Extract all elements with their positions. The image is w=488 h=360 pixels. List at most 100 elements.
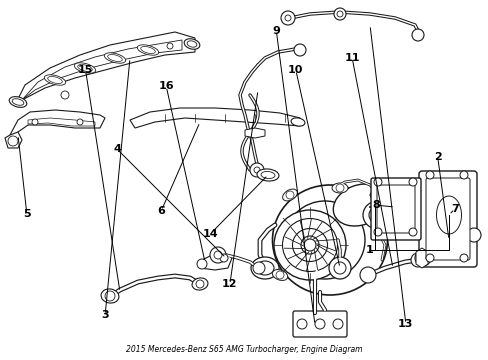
Circle shape <box>285 191 293 199</box>
Polygon shape <box>28 118 95 126</box>
Ellipse shape <box>333 184 386 226</box>
Circle shape <box>328 257 350 279</box>
Circle shape <box>220 254 227 262</box>
Text: 2: 2 <box>433 152 441 162</box>
Circle shape <box>32 119 38 125</box>
Ellipse shape <box>272 185 386 295</box>
Text: 8: 8 <box>372 200 380 210</box>
Text: 11: 11 <box>344 53 359 63</box>
Ellipse shape <box>261 171 274 179</box>
Ellipse shape <box>137 45 159 55</box>
Circle shape <box>209 247 225 263</box>
Polygon shape <box>5 132 22 148</box>
Text: 3: 3 <box>101 310 109 320</box>
Polygon shape <box>369 185 399 205</box>
Ellipse shape <box>368 207 386 224</box>
Ellipse shape <box>187 41 197 47</box>
Ellipse shape <box>74 63 96 73</box>
Polygon shape <box>22 40 182 100</box>
Ellipse shape <box>141 46 155 54</box>
Circle shape <box>333 8 346 20</box>
Circle shape <box>408 178 416 186</box>
Text: 13: 13 <box>397 319 413 329</box>
Polygon shape <box>415 248 427 268</box>
Text: 9: 9 <box>272 26 280 36</box>
Circle shape <box>314 319 325 329</box>
Ellipse shape <box>292 229 327 261</box>
Circle shape <box>196 280 203 288</box>
Circle shape <box>332 319 342 329</box>
Circle shape <box>214 251 222 259</box>
Circle shape <box>8 136 18 146</box>
Circle shape <box>373 178 381 186</box>
Circle shape <box>425 254 433 262</box>
Polygon shape <box>10 110 105 140</box>
Ellipse shape <box>272 270 287 280</box>
Circle shape <box>411 29 423 41</box>
FancyBboxPatch shape <box>376 185 414 233</box>
Circle shape <box>285 15 290 21</box>
Circle shape <box>414 250 430 266</box>
Circle shape <box>61 91 69 99</box>
Circle shape <box>466 228 480 242</box>
Text: 6: 6 <box>157 206 165 216</box>
Text: 15: 15 <box>78 65 93 75</box>
Text: 4: 4 <box>113 144 121 154</box>
Text: 10: 10 <box>287 65 303 75</box>
Circle shape <box>253 167 260 173</box>
Ellipse shape <box>331 183 347 193</box>
Ellipse shape <box>78 64 92 72</box>
Ellipse shape <box>282 219 337 271</box>
Circle shape <box>373 228 381 236</box>
Circle shape <box>105 291 115 301</box>
Circle shape <box>281 11 294 25</box>
Ellipse shape <box>101 289 119 303</box>
Ellipse shape <box>290 118 305 126</box>
Circle shape <box>77 119 83 125</box>
Circle shape <box>410 253 424 267</box>
Ellipse shape <box>436 196 461 234</box>
Ellipse shape <box>273 210 346 280</box>
FancyBboxPatch shape <box>292 311 346 337</box>
Circle shape <box>359 267 375 283</box>
Text: 16: 16 <box>158 81 174 91</box>
Text: 1: 1 <box>365 245 372 255</box>
Text: 14: 14 <box>202 229 218 239</box>
Ellipse shape <box>192 278 207 290</box>
Circle shape <box>252 262 264 274</box>
Polygon shape <box>130 108 299 128</box>
Text: 7: 7 <box>450 204 458 214</box>
Circle shape <box>167 43 173 49</box>
Polygon shape <box>244 128 264 138</box>
Ellipse shape <box>12 99 24 105</box>
Circle shape <box>336 11 342 17</box>
Ellipse shape <box>104 53 125 63</box>
Text: 5: 5 <box>23 209 31 219</box>
Circle shape <box>425 171 433 179</box>
Circle shape <box>304 239 315 251</box>
Text: 2015 Mercedes-Benz S65 AMG Turbocharger, Engine Diagram: 2015 Mercedes-Benz S65 AMG Turbocharger,… <box>126 346 362 355</box>
Circle shape <box>408 228 416 236</box>
Ellipse shape <box>9 96 27 107</box>
Ellipse shape <box>256 261 273 275</box>
Ellipse shape <box>282 189 297 201</box>
Polygon shape <box>198 254 231 270</box>
Circle shape <box>293 44 305 56</box>
Circle shape <box>296 319 306 329</box>
Circle shape <box>275 271 284 279</box>
Circle shape <box>249 163 264 177</box>
Ellipse shape <box>107 54 122 62</box>
Ellipse shape <box>285 201 364 279</box>
Ellipse shape <box>48 77 62 84</box>
Ellipse shape <box>44 75 65 85</box>
Circle shape <box>197 259 206 269</box>
Ellipse shape <box>301 236 318 254</box>
Text: 12: 12 <box>222 279 237 289</box>
Circle shape <box>459 254 467 262</box>
Ellipse shape <box>362 201 392 229</box>
Circle shape <box>333 262 346 274</box>
Circle shape <box>335 184 343 192</box>
Ellipse shape <box>250 257 279 279</box>
FancyBboxPatch shape <box>418 171 476 267</box>
FancyBboxPatch shape <box>370 178 420 240</box>
